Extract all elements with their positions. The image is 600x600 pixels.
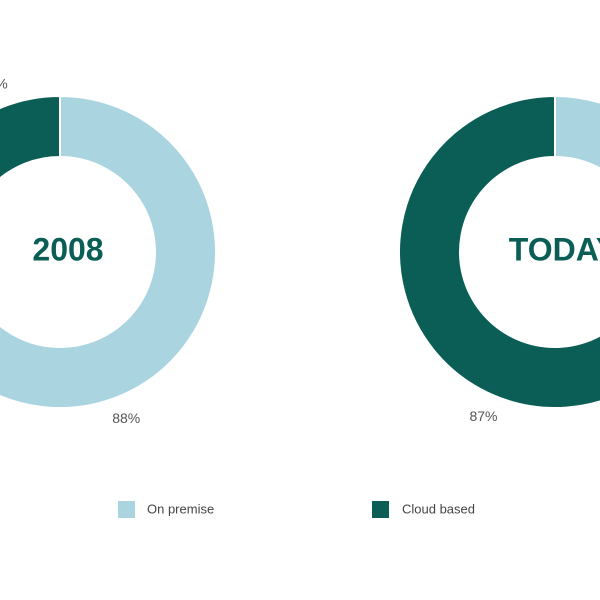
value-label: 87% <box>469 408 497 424</box>
legend-swatch <box>372 501 389 518</box>
donut-title: TODAY <box>509 231 600 267</box>
donut-segment <box>554 94 600 170</box>
legend-label: On premise <box>147 501 214 516</box>
donut-segment <box>0 94 217 409</box>
donut-title: 2008 <box>32 231 103 267</box>
legend-swatch <box>118 501 135 518</box>
value-label: 12% <box>0 75 8 91</box>
value-label: 88% <box>112 410 140 426</box>
donut-segment <box>0 94 61 180</box>
donut-segment <box>398 94 600 409</box>
legend-label: Cloud based <box>402 501 475 516</box>
